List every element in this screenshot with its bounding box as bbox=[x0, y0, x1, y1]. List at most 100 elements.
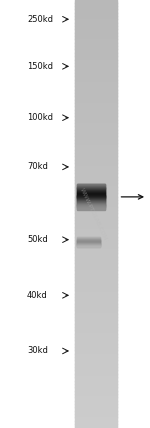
Bar bbox=[75, 115, 117, 117]
Bar bbox=[75, 180, 117, 183]
Bar bbox=[75, 159, 117, 161]
Bar bbox=[75, 332, 117, 334]
Bar bbox=[75, 347, 117, 350]
Bar bbox=[77, 185, 105, 186]
Bar bbox=[75, 2, 117, 4]
Bar bbox=[77, 208, 105, 209]
Text: 70kd: 70kd bbox=[27, 162, 48, 172]
Bar bbox=[75, 52, 117, 54]
Bar bbox=[75, 213, 117, 215]
Bar bbox=[75, 274, 117, 277]
Bar bbox=[75, 230, 117, 232]
Bar bbox=[77, 186, 105, 187]
Bar bbox=[75, 326, 117, 328]
Bar bbox=[75, 223, 117, 226]
Bar bbox=[75, 393, 117, 395]
Bar bbox=[75, 209, 117, 211]
Bar bbox=[77, 184, 105, 185]
Bar bbox=[75, 62, 117, 64]
Bar bbox=[75, 294, 117, 297]
Bar bbox=[77, 243, 100, 244]
Bar bbox=[75, 239, 117, 241]
Bar bbox=[75, 19, 117, 21]
Bar bbox=[77, 241, 100, 242]
Bar bbox=[77, 240, 100, 241]
Bar bbox=[77, 197, 105, 198]
Bar bbox=[75, 186, 117, 188]
Bar bbox=[75, 369, 117, 371]
Bar bbox=[75, 89, 117, 91]
Bar bbox=[75, 196, 117, 198]
Bar bbox=[75, 95, 117, 97]
Bar bbox=[77, 237, 100, 238]
Bar bbox=[77, 244, 100, 245]
Bar bbox=[75, 38, 117, 40]
Bar bbox=[77, 200, 105, 201]
Bar bbox=[75, 270, 117, 273]
Bar bbox=[75, 42, 117, 44]
Bar bbox=[75, 262, 117, 264]
Bar bbox=[75, 419, 117, 421]
Bar bbox=[75, 345, 117, 347]
Bar bbox=[75, 401, 117, 404]
Bar bbox=[77, 192, 105, 193]
Bar bbox=[75, 407, 117, 410]
Bar bbox=[77, 244, 100, 245]
Bar bbox=[75, 105, 117, 107]
Bar bbox=[75, 381, 117, 384]
Bar bbox=[77, 204, 105, 205]
Bar bbox=[75, 238, 117, 240]
Bar bbox=[75, 195, 117, 197]
Bar bbox=[75, 329, 117, 331]
Bar bbox=[75, 80, 117, 83]
Bar bbox=[75, 370, 117, 372]
Bar bbox=[77, 185, 105, 186]
Bar bbox=[77, 245, 100, 246]
Bar bbox=[75, 243, 117, 245]
Bar bbox=[75, 99, 117, 101]
Bar bbox=[75, 250, 117, 253]
Bar bbox=[75, 303, 117, 305]
Bar bbox=[75, 244, 117, 247]
Bar bbox=[75, 59, 117, 61]
Bar bbox=[77, 244, 100, 245]
Bar bbox=[75, 396, 117, 398]
Bar bbox=[75, 232, 117, 234]
Bar bbox=[75, 351, 117, 354]
Bar bbox=[77, 187, 105, 188]
Bar bbox=[75, 153, 117, 155]
Bar bbox=[75, 109, 117, 111]
Bar bbox=[75, 98, 117, 100]
Bar bbox=[77, 206, 105, 207]
Bar bbox=[75, 142, 117, 144]
Bar bbox=[77, 192, 105, 193]
Bar bbox=[77, 195, 105, 196]
Bar bbox=[75, 197, 117, 200]
Bar bbox=[75, 110, 117, 113]
Bar bbox=[75, 90, 117, 93]
Bar bbox=[75, 11, 117, 13]
Bar bbox=[77, 194, 105, 195]
Bar bbox=[75, 276, 117, 278]
Bar bbox=[75, 163, 117, 166]
Bar bbox=[75, 383, 117, 385]
Bar bbox=[75, 77, 117, 80]
Bar bbox=[77, 201, 105, 202]
Bar bbox=[75, 406, 117, 408]
Bar bbox=[75, 179, 117, 181]
Bar bbox=[75, 5, 117, 7]
Bar bbox=[75, 55, 117, 57]
Bar bbox=[75, 366, 117, 368]
Bar bbox=[75, 376, 117, 378]
Bar bbox=[75, 426, 117, 428]
Bar bbox=[77, 242, 100, 243]
Bar bbox=[75, 131, 117, 133]
Bar bbox=[75, 101, 117, 103]
Bar bbox=[75, 240, 117, 243]
Bar bbox=[75, 397, 117, 399]
Bar bbox=[75, 29, 117, 31]
Bar bbox=[75, 148, 117, 150]
Bar bbox=[75, 394, 117, 397]
Bar bbox=[75, 336, 117, 338]
Bar bbox=[75, 291, 117, 294]
